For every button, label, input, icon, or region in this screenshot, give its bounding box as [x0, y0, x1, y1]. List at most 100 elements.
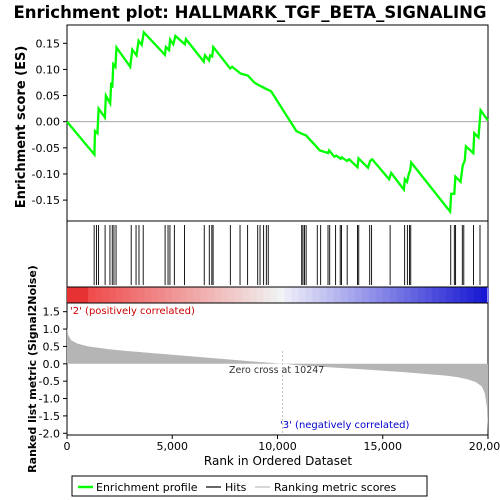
color-bar-cell [291, 287, 300, 303]
color-bar-cell [123, 287, 131, 303]
color-bar-cell [130, 287, 138, 303]
color-bar-cell [207, 287, 215, 303]
metric-panel: -2.0 -1.5 -1.0 -0.5 0.0 0.5 1.0 1.5 0 5,000 10,00… [26, 265, 500, 473]
color-bar-cell [438, 287, 447, 303]
es-y-tick-label: 0.15 [36, 37, 61, 50]
color-bar-cell [95, 287, 103, 303]
color-bar-cell [179, 287, 187, 303]
metric-y-tick-label: 0.5 [43, 340, 61, 353]
metric-y-axis-label: Ranked list metric (Signal2Noise) [26, 265, 39, 473]
color-bar-cell [256, 287, 265, 303]
color-bar-cell [424, 287, 433, 303]
color-bar-cell [193, 287, 201, 303]
chart-title: Enrichment plot: HALLMARK_TGF_BETA_SIGNA… [14, 3, 487, 22]
color-bar-cell [319, 287, 328, 303]
color-bar-cell [417, 287, 426, 303]
metric-x-tick-label: 5,000 [157, 440, 189, 453]
negative-correlation-label: '3' (negatively correlated) [280, 420, 409, 431]
color-bar-cell [228, 287, 236, 303]
color-bar-cell [368, 287, 377, 303]
color-bar-cell [151, 287, 159, 303]
color-bar-cell [361, 287, 370, 303]
color-bar-cell [102, 287, 110, 303]
color-bar-cell [403, 287, 412, 303]
color-bar-cell [172, 287, 180, 303]
hits-panel [66, 220, 489, 288]
color-bar-cell [221, 287, 229, 303]
color-bar-cell [305, 287, 314, 303]
legend-label-hits: Hits [225, 481, 247, 494]
metric-x-tick-label: 15,000 [364, 440, 403, 453]
color-bar-cell [375, 287, 384, 303]
color-bar-cell [158, 287, 166, 303]
zero-cross-label: Zero cross at 10247 [229, 365, 324, 376]
metric-y-tick-label: 0.0 [43, 358, 61, 371]
legend-frame [71, 475, 428, 497]
color-bar-cell [382, 287, 391, 303]
color-bar-cell [312, 287, 321, 303]
es-y-tick-label: 0.10 [36, 63, 61, 76]
metric-y-tick-label: 1.5 [43, 306, 61, 319]
color-bar-cell [298, 287, 307, 303]
hits-ticks [93, 225, 481, 285]
color-bar-cells [67, 287, 489, 303]
es-panel: -0.15 -0.10 -0.05 0.00 0.05 0.10 0.15 Enrichme… [14, 24, 489, 222]
metric-y-tick-label: -1.0 [39, 393, 60, 406]
color-bar-cell [137, 287, 145, 303]
color-bar-cell [81, 287, 89, 303]
color-bar-cell [235, 287, 244, 303]
es-y-tick-label: -0.15 [32, 194, 60, 207]
color-bar-cell [242, 287, 251, 303]
legend-label-enrichment: Enrichment profile [96, 481, 198, 494]
legend: Enrichment profile Hits Ranking metric s… [71, 475, 428, 497]
color-bar-cell [466, 287, 475, 303]
ranking-metric-area [67, 327, 488, 432]
color-bar-cell [333, 287, 342, 303]
positive-correlation-label: '2' (positively correlated) [70, 306, 195, 317]
metric-x-tick-label: 20,000 [469, 440, 500, 453]
color-bar-cell [326, 287, 335, 303]
es-y-tick-label: 0.05 [36, 90, 61, 103]
metric-y-axis: -2.0 -1.5 -1.0 -0.5 0.0 0.5 1.0 1.5 [39, 306, 67, 440]
es-y-axis: -0.15 -0.10 -0.05 0.00 0.05 0.10 0.15 [32, 37, 67, 207]
metric-y-tick-label: -0.5 [39, 375, 60, 388]
color-bar-cell [116, 287, 124, 303]
color-bar-cell [410, 287, 419, 303]
color-bar-cell [389, 287, 398, 303]
color-bar-cell [277, 287, 286, 303]
color-bar-cell [480, 287, 489, 303]
color-bar-cell [445, 287, 454, 303]
metric-x-tick-label: 10,000 [258, 440, 297, 453]
color-bar-cell [263, 287, 272, 303]
color-bar-cell [186, 287, 194, 303]
metric-x-axis-label: Rank in Ordered Dataset [204, 454, 352, 468]
color-bar-cell [487, 287, 488, 303]
color-bar-cell [354, 287, 363, 303]
enrichment-profile-line [66, 29, 489, 215]
metric-x-axis: 0 5,000 10,000 15,000 20,000 [64, 435, 500, 453]
color-bar-cell [165, 287, 173, 303]
color-bar-cell [431, 287, 440, 303]
legend-label-ranking: Ranking metric scores [274, 481, 396, 494]
color-bar-cell [284, 287, 293, 303]
color-bar-cell [214, 287, 222, 303]
color-bar-cell [396, 287, 405, 303]
color-bar-cell [74, 287, 82, 303]
metric-y-tick-label: 1.0 [43, 323, 61, 336]
color-bar-cell [340, 287, 349, 303]
color-bar-cell [88, 287, 96, 303]
metric-x-tick-label: 0 [64, 440, 71, 453]
color-bar-cell [200, 287, 208, 303]
color-bar-cell [347, 287, 356, 303]
es-y-tick-label: -0.05 [32, 142, 60, 155]
color-bar-cell [270, 287, 279, 303]
es-y-tick-label: -0.10 [32, 168, 60, 181]
color-bar-cell [144, 287, 152, 303]
color-bar-cell [249, 287, 258, 303]
metric-y-tick-label: -1.5 [39, 410, 60, 423]
color-bar-cell [459, 287, 468, 303]
es-y-axis-label: Enrichment score (ES) [14, 46, 29, 209]
es-y-tick-label: 0.00 [36, 116, 61, 129]
hits-panel-frame [66, 220, 489, 288]
color-bar-cell [452, 287, 461, 303]
